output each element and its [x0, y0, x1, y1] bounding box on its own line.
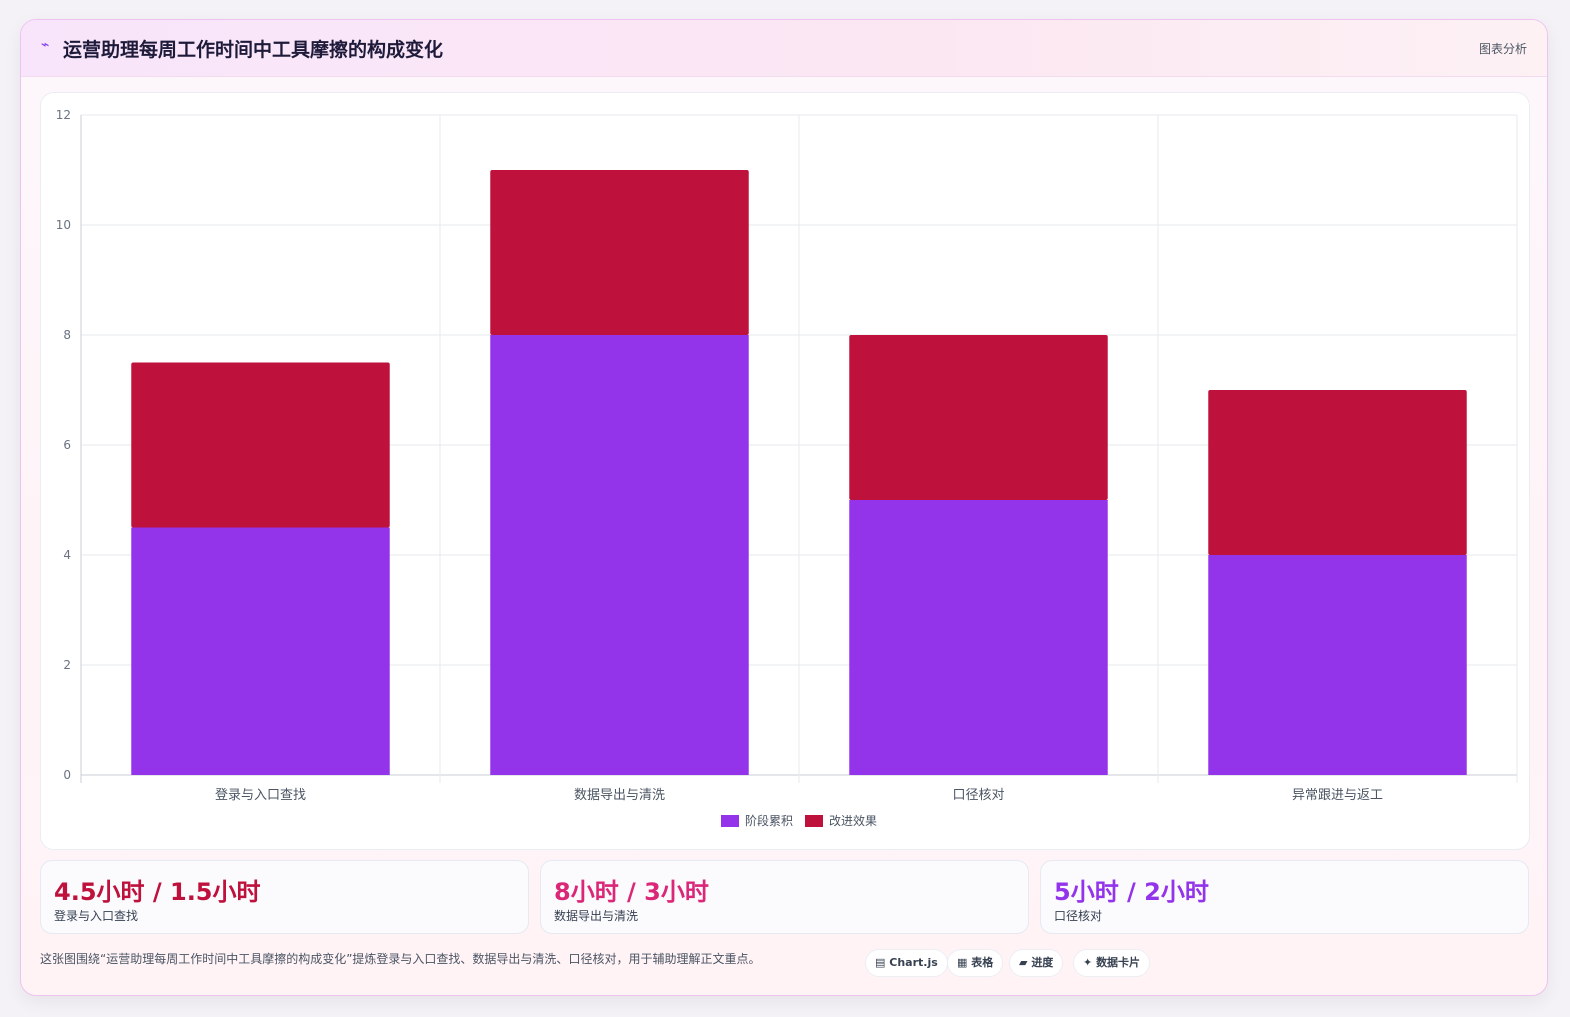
x-tick-label: 口径核对	[952, 788, 1004, 803]
chip-label: Chart.js	[889, 956, 938, 969]
legend-label: 阶段累积	[745, 813, 793, 828]
progress-icon: ▰	[1019, 956, 1028, 969]
stat-card-metric-check: 5小时 / 2小时 口径核对	[1040, 860, 1529, 934]
stat-label: 登录与入口查找	[54, 909, 139, 923]
y-tick-label: 8	[63, 328, 71, 342]
chip-table[interactable]: ▦ 表格	[947, 949, 1004, 977]
stat-value: 5小时 / 2小时	[1054, 878, 1209, 906]
x-tick-label: 异常跟进与返工	[1292, 788, 1383, 803]
y-tick-label: 0	[63, 768, 71, 782]
y-tick-label: 4	[63, 548, 71, 562]
bar-segment	[849, 335, 1108, 500]
stat-card-login: 4.5小时 / 1.5小时 登录与入口查找	[40, 860, 529, 934]
y-tick-label: 10	[56, 218, 71, 232]
chip-label: 数据卡片	[1096, 956, 1141, 969]
bar-segment	[849, 500, 1108, 775]
chart-description: 这张图围绕“运营助理每周工作时间中工具摩擦的构成变化”提炼登录与入口查找、数据导…	[40, 952, 761, 966]
stat-value: 4.5小时 / 1.5小时	[54, 878, 261, 906]
chip-label: 表格	[971, 956, 994, 969]
table-icon: ▦	[957, 956, 968, 969]
y-tick-label: 2	[63, 658, 71, 672]
bar-segment	[1208, 555, 1467, 775]
y-tick-label: 12	[56, 108, 71, 122]
bar-segment	[131, 362, 390, 528]
card-header: ⌁ 运营助理每周工作时间中工具摩擦的构成变化 图表分析	[21, 20, 1547, 77]
legend-swatch	[721, 815, 739, 827]
legend-label: 改进效果	[829, 813, 877, 828]
card-title: 运营助理每周工作时间中工具摩擦的构成变化	[63, 39, 444, 61]
stat-label: 数据导出与清洗	[554, 909, 639, 923]
bar-segment	[490, 335, 749, 775]
stat-label: 口径核对	[1054, 909, 1103, 923]
stat-value: 8小时 / 3小时	[554, 878, 709, 906]
x-tick-label: 登录与入口查找	[215, 788, 306, 803]
bar-segment	[131, 527, 390, 775]
chart-icon: ▤	[875, 956, 886, 969]
chart-analysis-tag: 图表分析	[1478, 42, 1527, 56]
chip-progress[interactable]: ▰ 进度	[1009, 949, 1064, 977]
chart-panel: 0 2 4 6 8 10 12 登录与入口查找 数据导出与清洗 口径核对 异常跟进与返工阶段累积 改进…	[40, 92, 1530, 850]
chip-data-card[interactable]: ✦ 数据卡片	[1073, 949, 1151, 977]
chip-label: 进度	[1031, 956, 1054, 969]
y-tick-label: 6	[63, 438, 71, 452]
chart-card: ⌁ 运营助理每周工作时间中工具摩擦的构成变化 图表分析 0 2 4 6 8 10 12 登录与…	[20, 19, 1548, 996]
x-tick-label: 数据导出与清洗	[574, 788, 665, 803]
bar-segment	[1208, 390, 1467, 555]
chip-chartjs[interactable]: ▤ Chart.js	[865, 949, 948, 977]
legend-swatch	[805, 815, 823, 827]
bar-segment	[490, 170, 749, 335]
sparkle-icon: ✦	[1083, 956, 1093, 969]
chart-line-icon: ⌁	[41, 37, 50, 53]
stat-card-export: 8小时 / 3小时 数据导出与清洗	[540, 860, 1029, 934]
